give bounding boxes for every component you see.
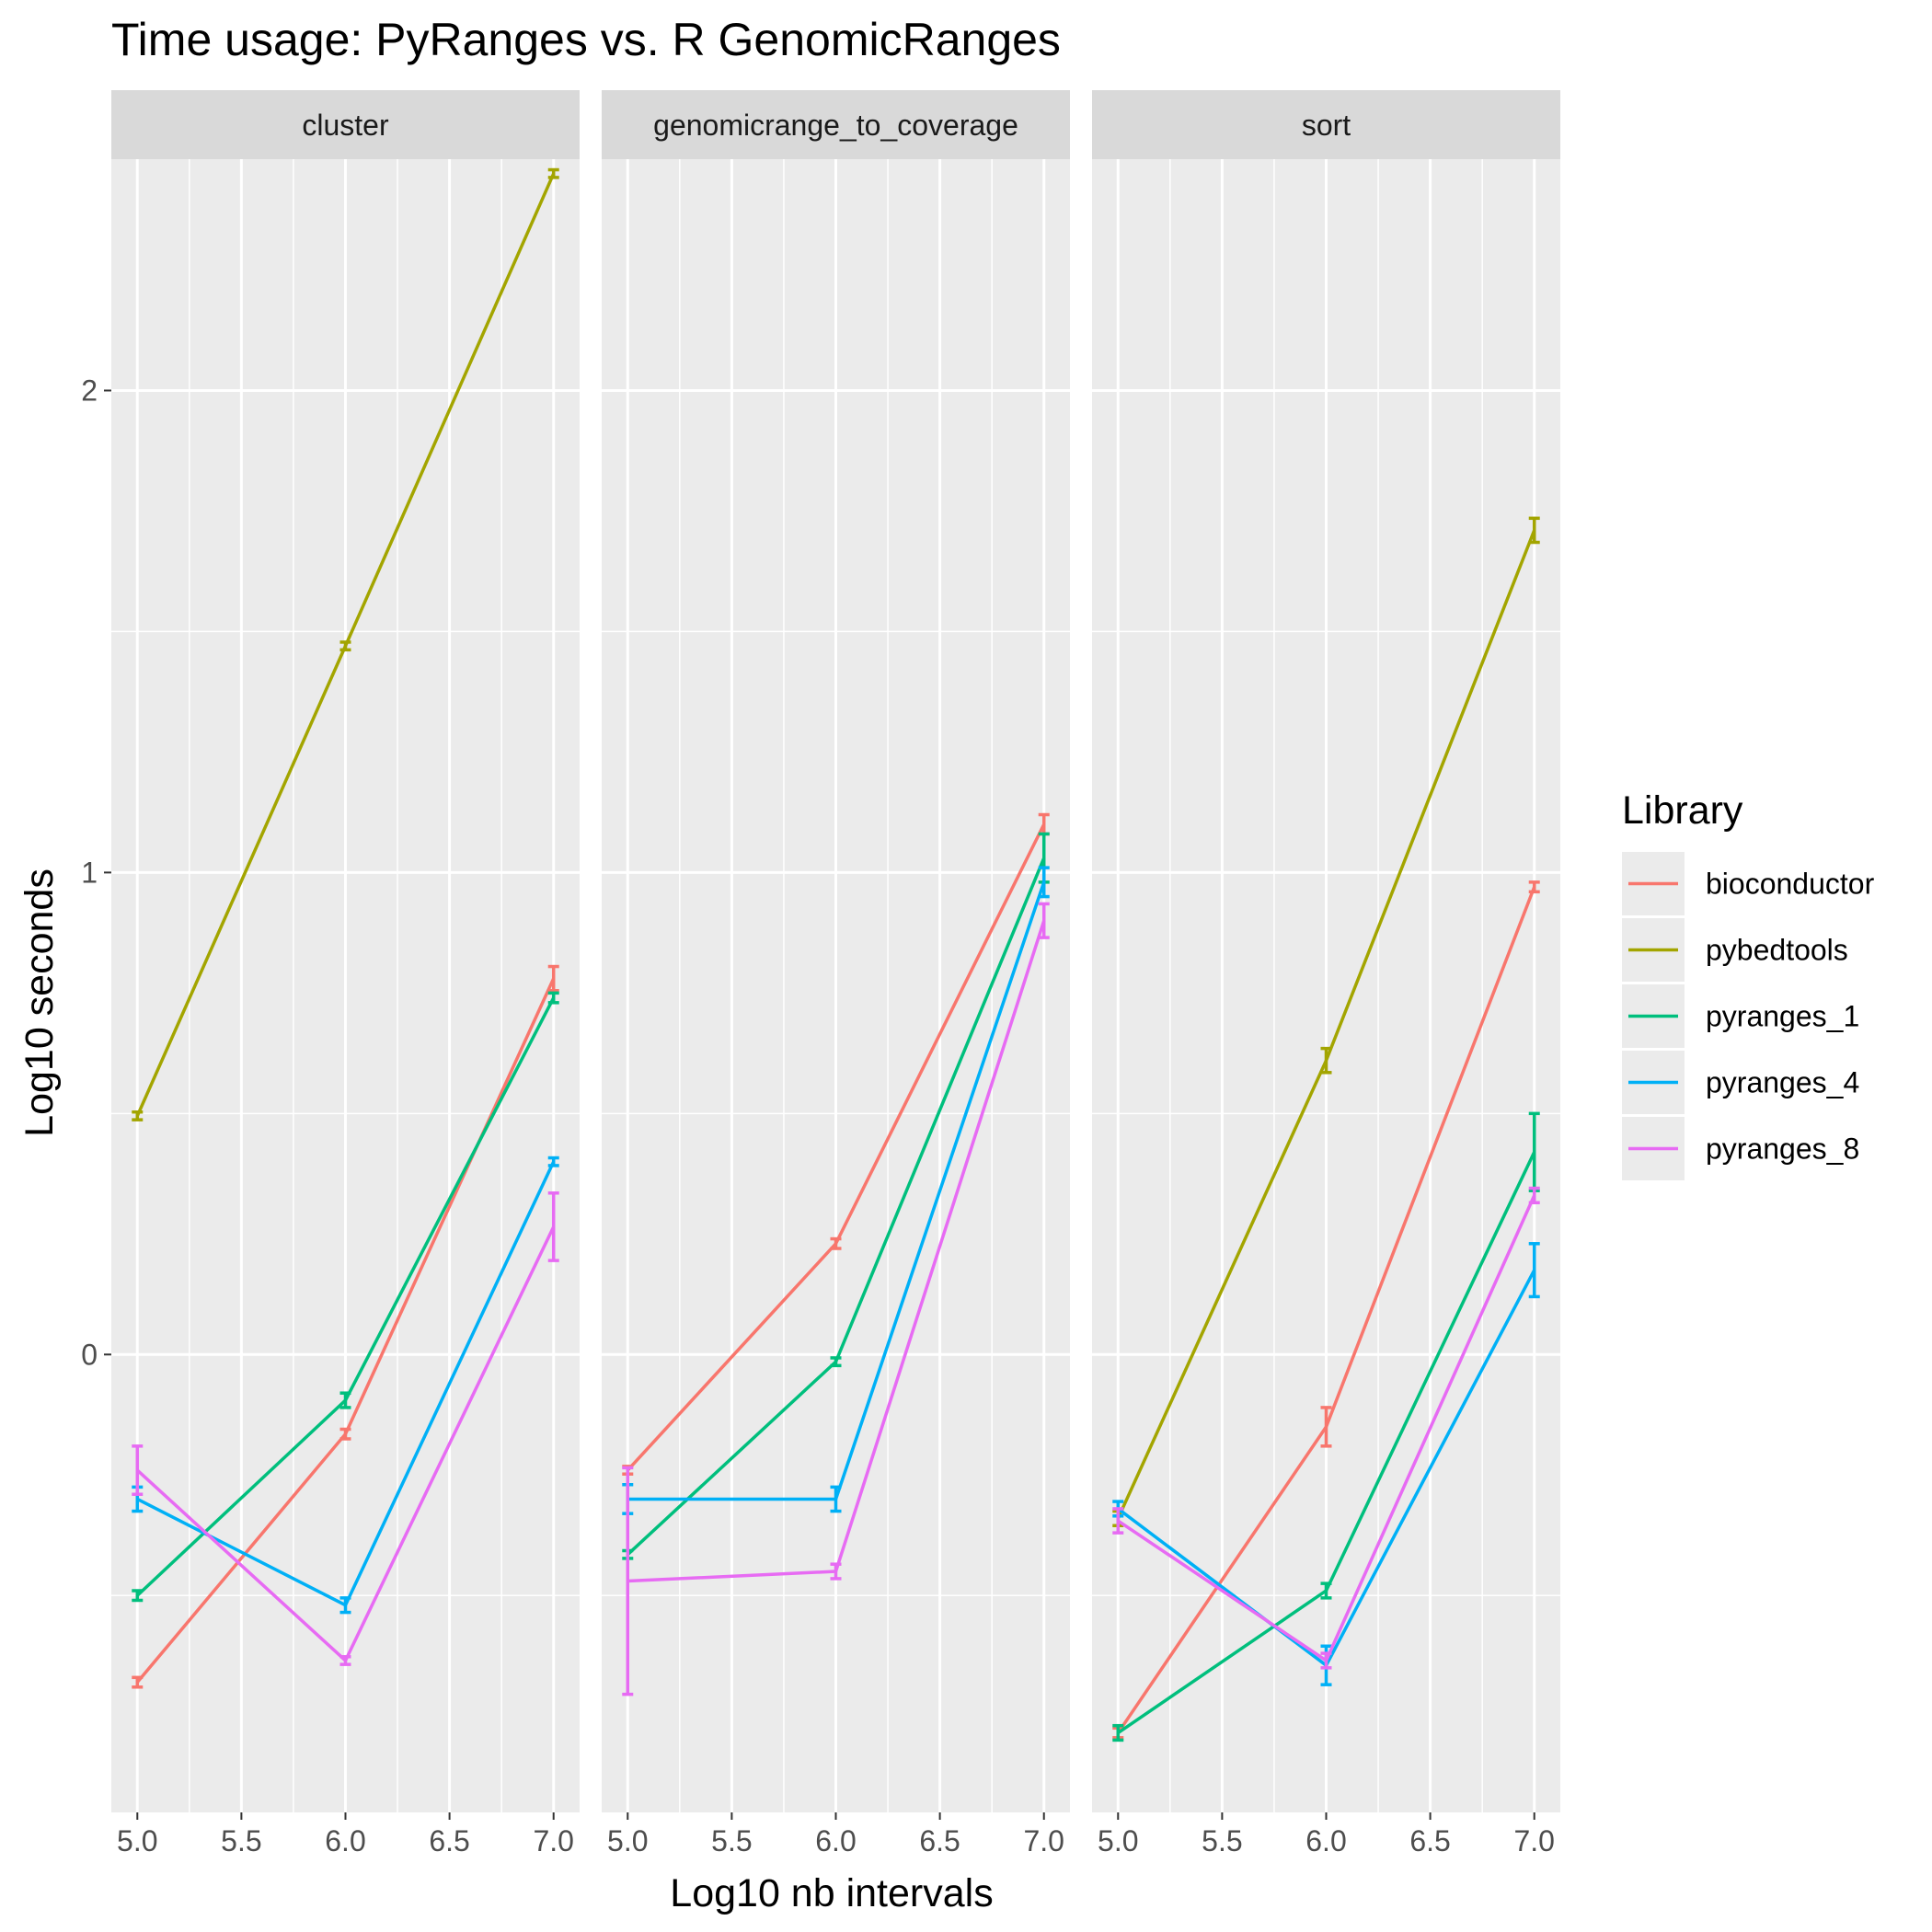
strip-background — [1092, 90, 1560, 159]
x-tick-label: 5.0 — [117, 1824, 157, 1857]
y-tick-label: 1 — [81, 856, 98, 889]
series-pyranges-8 — [622, 902, 1050, 1696]
y-tick-label: 0 — [81, 1338, 98, 1371]
x-tick-label: 5.5 — [1202, 1824, 1242, 1857]
panel-genomicrange-to-coverage: genomicrange_to_coverage 5.0 5.5 6.0 6.5 7.0 — [602, 90, 1070, 1857]
x-tick-label: 6.0 — [815, 1824, 856, 1857]
legend-label: pyranges_1 — [1706, 1000, 1859, 1033]
x-tick-label: 5.5 — [711, 1824, 752, 1857]
strip-background — [602, 90, 1070, 159]
legend-label: bioconductor — [1706, 868, 1875, 901]
x-tick-label: 7.0 — [533, 1824, 573, 1857]
series-pyranges-1 — [132, 991, 559, 1603]
chart-title: Time usage: PyRanges vs. R GenomicRanges — [111, 14, 1061, 65]
series-pyranges-1 — [1112, 1111, 1540, 1742]
x-axis-title: Log10 nb intervals — [670, 1871, 993, 1915]
legend-item-bioconductor: bioconductor — [1622, 852, 1875, 915]
x-tick-label: 5.0 — [1098, 1824, 1138, 1857]
y-axis: 0 1 2 — [81, 374, 111, 1371]
x-tick-label: 6.5 — [919, 1824, 960, 1857]
legend-item-pybedtools: pybedtools — [1622, 918, 1848, 982]
legend-label: pybedtools — [1706, 934, 1848, 967]
x-tick-label: 5.5 — [221, 1824, 261, 1857]
panel-sort: sort 5.0 5.5 6.0 6.5 7.0 — [1092, 90, 1560, 1857]
strip-background — [111, 90, 580, 159]
legend-item-pyranges-4: pyranges_4 — [1622, 1051, 1859, 1114]
x-tick-label: 6.5 — [1409, 1824, 1450, 1857]
legend-item-pyranges-8: pyranges_8 — [1622, 1117, 1859, 1180]
y-tick-label: 2 — [81, 374, 98, 407]
x-tick-label: 5.0 — [607, 1824, 648, 1857]
x-tick-label: 7.0 — [1023, 1824, 1064, 1857]
strip-label: sort — [1302, 109, 1351, 142]
x-tick-label: 6.5 — [429, 1824, 469, 1857]
legend-item-pyranges-1: pyranges_1 — [1622, 984, 1859, 1048]
series-pyranges-8 — [132, 1191, 559, 1666]
legend: Library bioconductor pybedtools pyranges_1… — [1622, 788, 1875, 1180]
legend-title: Library — [1622, 788, 1743, 833]
x-tick-label: 6.0 — [1305, 1824, 1346, 1857]
y-axis-title: Log10 seconds — [17, 868, 62, 1137]
x-tick-label: 6.0 — [325, 1824, 365, 1857]
panel-cluster: cluster 5.0 5.5 6.0 6.5 7.0 — [111, 90, 580, 1857]
legend-label: pyranges_8 — [1706, 1133, 1859, 1166]
series-pyranges-8 — [1112, 1186, 1540, 1670]
legend-label: pyranges_4 — [1706, 1066, 1859, 1099]
series-pybedtools — [132, 167, 559, 1121]
x-tick-label: 7.0 — [1513, 1824, 1554, 1857]
strip-label: genomicrange_to_coverage — [653, 109, 1018, 142]
strip-label: cluster — [302, 109, 389, 142]
